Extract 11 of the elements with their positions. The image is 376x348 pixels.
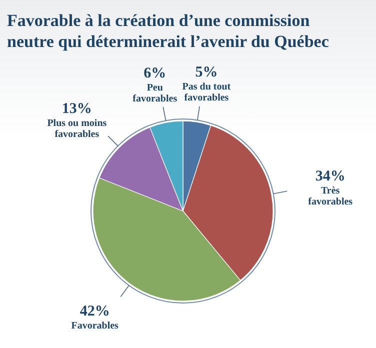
- data-label: 34%: [315, 168, 346, 185]
- slice-label: Peu favorables: [132, 82, 178, 104]
- slice-label: Plus ou moins favorables: [47, 118, 107, 140]
- chart-title: Favorable à la création d’une commission neutre qui déterminerait l’avenir du Québec: [7, 11, 330, 51]
- data-label: 42%: [80, 304, 110, 320]
- slice-label: Pas du tout favorables: [182, 82, 232, 104]
- data-label: 5%: [195, 64, 218, 81]
- data-label: 13%: [62, 101, 92, 118]
- slice-label: Favorables: [71, 320, 119, 332]
- data-label: 6%: [144, 65, 166, 82]
- slice-label: Très favorables: [308, 186, 353, 208]
